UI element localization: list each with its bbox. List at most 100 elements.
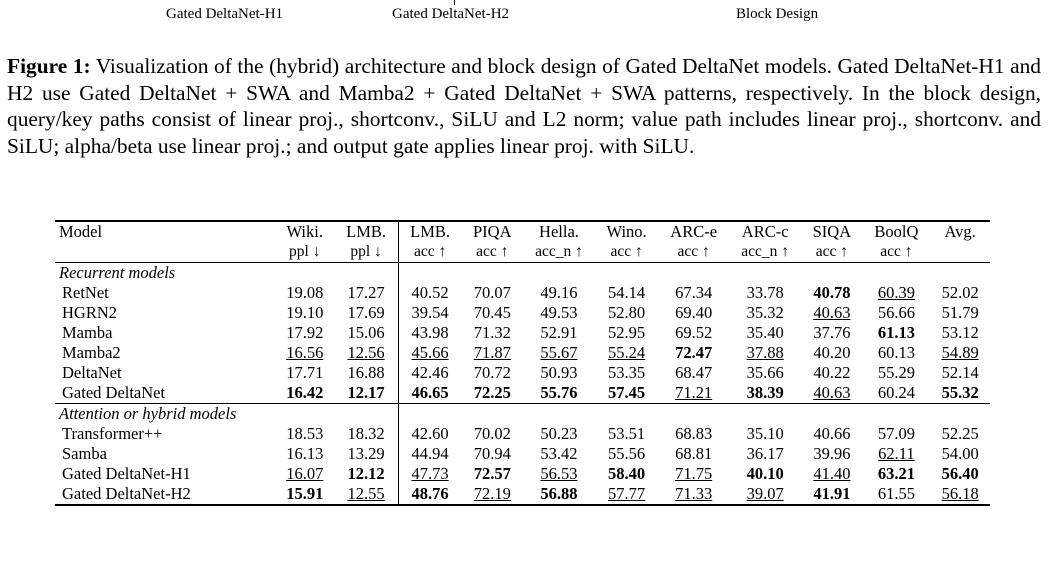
table-row: Transformer++ 18.53 18.32 42.60 70.02 50.23 53… — [55, 424, 990, 444]
section-title: Attention or hybrid models — [59, 404, 237, 423]
metric-cell: 17.69 — [334, 303, 399, 323]
section-spacer-cell — [801, 404, 862, 425]
section-spacer-cell — [523, 404, 595, 425]
metric-cell: 60.39 — [863, 283, 931, 303]
metric-value: 54.89 — [941, 343, 979, 362]
section-spacer-cell — [595, 404, 658, 425]
metric-value: 49.53 — [540, 303, 578, 322]
metric-cell: 46.65 — [398, 383, 462, 404]
metric-cell: 54.14 — [595, 283, 658, 303]
metric-cell: 55.32 — [930, 383, 990, 404]
metric-cell: 40.10 — [729, 464, 801, 484]
metric-value: 51.79 — [941, 303, 979, 322]
metric-cell: 69.40 — [658, 303, 729, 323]
results-table: Model Wiki. LMB. LMB. PIQA Hella. Wino. … — [55, 220, 990, 506]
metric-value: 53.12 — [941, 323, 979, 342]
metric-cell: 53.42 — [523, 444, 595, 464]
metric-cell: 48.76 — [398, 484, 462, 505]
metric-value: 17.69 — [347, 303, 385, 322]
section-title: Recurrent models — [59, 263, 176, 282]
metric-value: 12.12 — [347, 464, 385, 483]
metric-value: 70.45 — [473, 303, 511, 322]
metric-cell: 52.25 — [930, 424, 990, 444]
metric-cell: 61.55 — [863, 484, 931, 505]
metric-value: 72.19 — [473, 484, 511, 503]
caption-text: Visualization of the (hybrid) architectu… — [7, 54, 1042, 158]
metric-value: 39.96 — [813, 444, 851, 463]
metric-value: 19.10 — [286, 303, 324, 322]
header-col: Hella. — [539, 222, 579, 241]
section-spacer-cell — [462, 263, 523, 284]
metric-value: 46.65 — [411, 383, 449, 402]
metric-value: 16.56 — [286, 343, 324, 362]
metric-cell: 56.66 — [863, 303, 931, 323]
metric-value: 37.76 — [813, 323, 851, 342]
header-col: ARC-e — [670, 222, 718, 241]
metric-cell: 70.72 — [462, 363, 523, 383]
model-name: HGRN2 — [62, 303, 118, 322]
metric-cell: 12.55 — [334, 484, 399, 505]
section-spacer-cell — [462, 404, 523, 425]
metric-cell: 38.39 — [729, 383, 801, 404]
header-col: LMB. — [410, 222, 451, 241]
metric-cell: 72.25 — [462, 383, 523, 404]
metric-cell: 15.06 — [334, 323, 399, 343]
metric-cell: 71.32 — [462, 323, 523, 343]
metric-cell: 70.45 — [462, 303, 523, 323]
metric-cell: 40.52 — [398, 283, 462, 303]
metric-cell: 68.83 — [658, 424, 729, 444]
metric-value: 69.52 — [675, 323, 713, 342]
metric-value: 55.67 — [540, 343, 578, 362]
metric-cell: 49.16 — [523, 283, 595, 303]
metric-value: 40.52 — [411, 283, 449, 302]
model-name: RetNet — [62, 283, 109, 302]
metric-cell: 16.07 — [275, 464, 335, 484]
metric-value: 16.88 — [347, 363, 385, 382]
header-col: BoolQ — [874, 222, 919, 241]
metric-value: 42.60 — [411, 424, 449, 443]
metric-value: 56.18 — [941, 484, 979, 503]
metric-cell: 70.94 — [462, 444, 523, 464]
table-row: Mamba 17.92 15.06 43.98 71.32 52.91 52.95 69.52… — [55, 323, 990, 343]
metric-value: 52.02 — [941, 283, 979, 302]
metric-label: acc ↑ — [476, 243, 509, 260]
metric-cell: 53.12 — [930, 323, 990, 343]
metric-value: 57.45 — [608, 383, 646, 402]
model-name: Mamba2 — [62, 343, 121, 362]
metric-cell: 71.87 — [462, 343, 523, 363]
metric-value: 71.21 — [675, 383, 713, 402]
metric-label: acc ↑ — [880, 243, 913, 260]
header-col: SIQA — [812, 222, 852, 241]
table-row: Gated DeltaNet-H1 16.07 12.12 47.73 72.57 56.… — [55, 464, 990, 484]
metric-value: 72.57 — [473, 464, 511, 483]
metric-value: 35.66 — [746, 363, 784, 382]
metric-value: 53.35 — [608, 363, 646, 382]
metric-value: 40.22 — [813, 363, 851, 382]
metric-cell: 35.32 — [729, 303, 801, 323]
metric-cell: 50.93 — [523, 363, 595, 383]
metric-value: 50.23 — [540, 424, 578, 443]
metric-value: 58.40 — [608, 464, 646, 483]
metric-value: 56.66 — [877, 303, 915, 322]
metric-value: 12.55 — [347, 484, 385, 503]
metric-value: 72.47 — [675, 343, 713, 362]
metric-cell: 40.63 — [801, 303, 862, 323]
metric-cell: 61.13 — [863, 323, 931, 343]
metric-label: acc_n ↑ — [535, 243, 583, 260]
metric-value: 40.78 — [813, 283, 851, 302]
metric-cell: 40.78 — [801, 283, 862, 303]
metric-label: acc_n ↑ — [741, 243, 790, 260]
metric-cell: 56.88 — [523, 484, 595, 505]
metric-value: 35.32 — [746, 303, 784, 322]
metric-cell: 18.32 — [334, 424, 399, 444]
metric-cell: 40.20 — [801, 343, 862, 363]
metric-cell: 33.78 — [729, 283, 801, 303]
metric-cell: 35.40 — [729, 323, 801, 343]
metric-value: 16.13 — [286, 444, 324, 463]
section-spacer-cell — [729, 263, 801, 284]
model-name: Gated DeltaNet — [62, 383, 166, 402]
section-spacer-cell — [930, 404, 990, 425]
metric-cell: 19.10 — [275, 303, 335, 323]
metric-value: 45.66 — [411, 343, 449, 362]
metric-cell: 60.24 — [863, 383, 931, 404]
